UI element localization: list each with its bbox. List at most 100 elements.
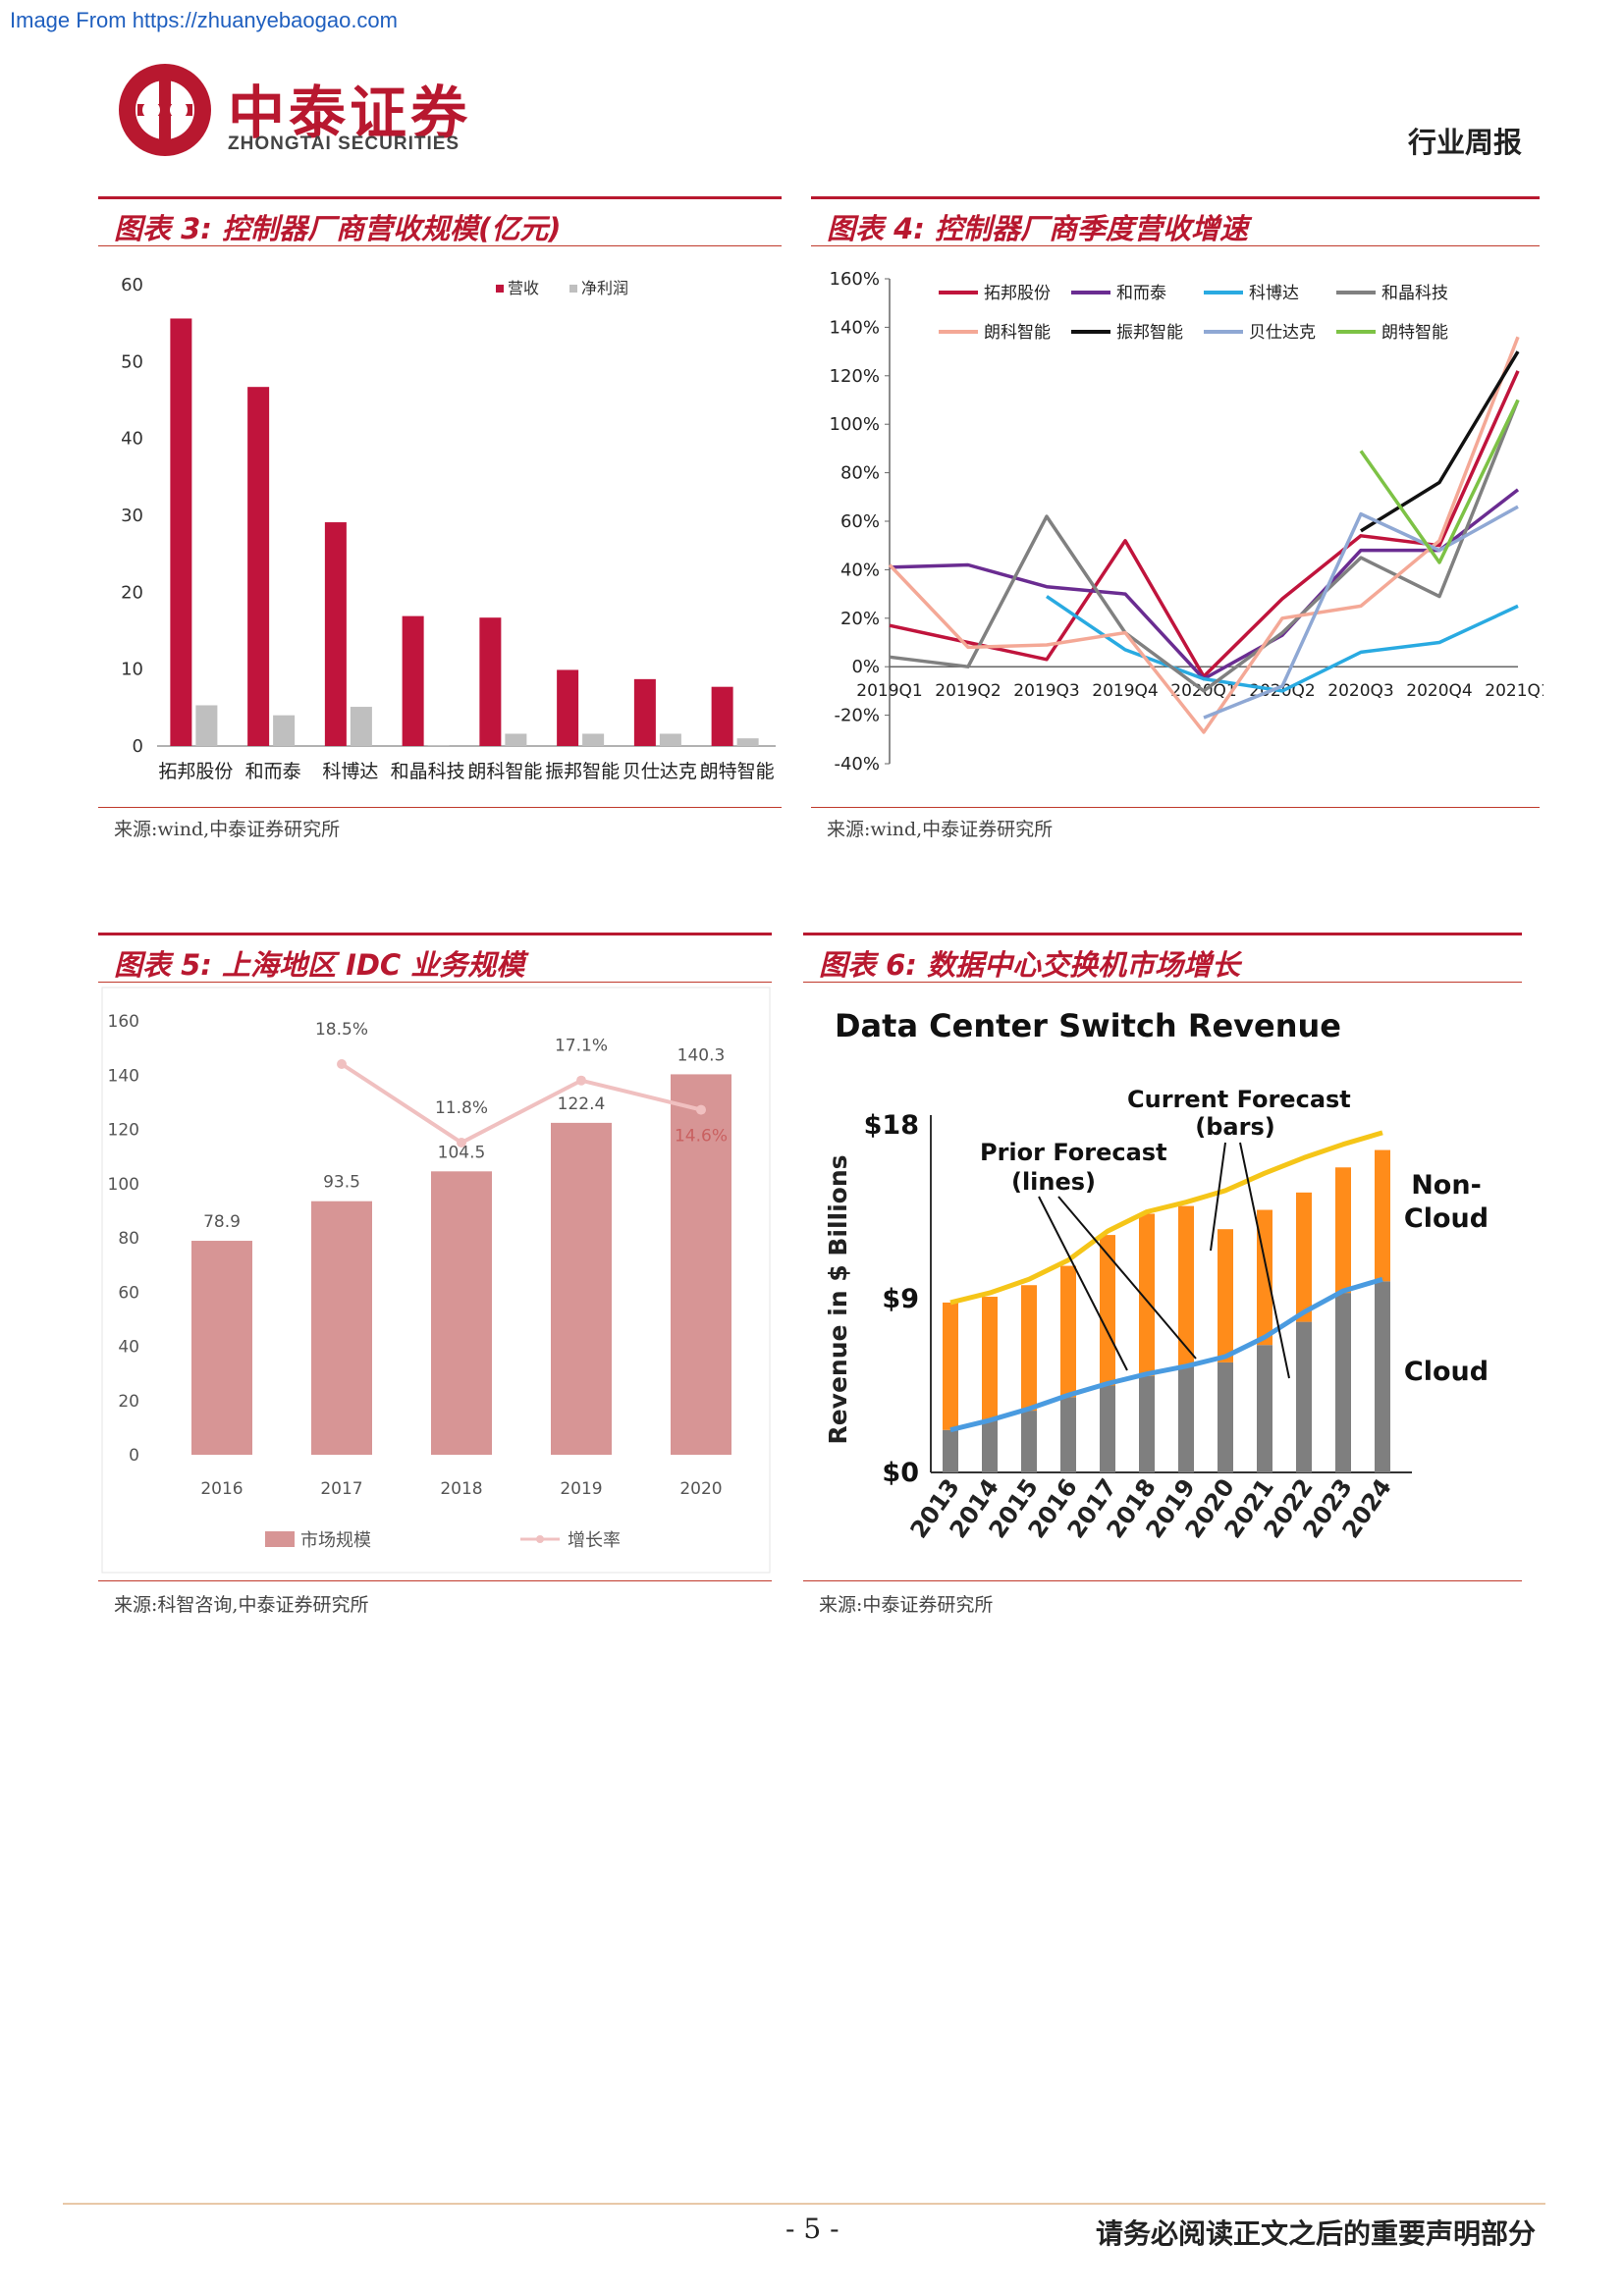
y-tick-label: 20: [121, 582, 143, 603]
legend-label: 振邦智能: [1116, 323, 1183, 343]
y-tick-label: 60: [121, 275, 143, 295]
bar-value-label: 78.9: [203, 1212, 241, 1232]
legend-label: 朗科智能: [984, 323, 1051, 343]
bar-cloud: [1021, 1411, 1037, 1472]
x-tick-label: 科博达: [322, 761, 378, 782]
x-tick-label: 2019Q1: [856, 681, 922, 701]
bar-净利润: [659, 733, 681, 746]
y-tick-label: 0: [129, 1446, 139, 1466]
forecast-line: [949, 1130, 1383, 1306]
x-tick-label: 和晶科技: [391, 761, 465, 782]
y-tick-label: 140: [108, 1066, 139, 1086]
bar-cloud: [943, 1429, 958, 1472]
bar-value-label: 122.4: [558, 1095, 606, 1114]
y-tick-label: 20%: [840, 609, 880, 629]
y-tick-label: 140%: [830, 317, 880, 338]
x-tick-label: 2019Q3: [1013, 681, 1079, 701]
legend-marker: [536, 1535, 544, 1543]
chart5-source: 来源:科智咨询,中泰证券研究所: [114, 1594, 369, 1616]
series-line-朗特智能: [1359, 399, 1520, 564]
x-tick-label: 2020Q3: [1327, 681, 1393, 701]
chart4-source: 来源:wind,中泰证券研究所: [827, 819, 1054, 840]
bar-noncloud: [1296, 1192, 1312, 1322]
rate-label: 11.8%: [435, 1098, 488, 1118]
page-number: - 5 -: [785, 2213, 839, 2245]
bar-noncloud: [1021, 1285, 1037, 1412]
x-tick-label: 2019Q4: [1092, 681, 1158, 701]
bar-市场规模: [671, 1074, 731, 1455]
y-tick-label: 100%: [830, 414, 880, 435]
rate-point: [337, 1059, 347, 1069]
annotation-noncloud: Cloud: [1404, 1203, 1489, 1234]
annotation-current: Current Forecast: [1127, 1086, 1351, 1113]
y-tick-label: 120%: [830, 366, 880, 387]
bar-营收: [170, 318, 192, 746]
bar-value-label: 104.5: [438, 1143, 486, 1162]
legend-label: 朗特智能: [1381, 323, 1448, 343]
x-tick-label: 和而泰: [245, 761, 301, 782]
bar-营收: [557, 669, 579, 746]
bar-净利润: [427, 745, 450, 746]
bar-noncloud: [943, 1302, 958, 1430]
y-tick-label: -40%: [834, 754, 880, 774]
x-tick-label: 2021Q1: [1485, 681, 1543, 701]
rate-label: 18.5%: [315, 1020, 368, 1040]
bar-市场规模: [551, 1122, 612, 1455]
legend-label: 增长率: [568, 1530, 621, 1551]
x-tick-label: 2019Q2: [935, 681, 1001, 701]
series-line-科博达: [1046, 595, 1519, 693]
series-line-贝仕达克: [1203, 505, 1519, 720]
bar-营收: [479, 617, 502, 746]
bar-净利润: [273, 715, 296, 746]
y-tick-label: $0: [882, 1458, 919, 1488]
annotation-prior: Prior Forecast: [980, 1139, 1167, 1166]
y-tick-label: $18: [864, 1110, 919, 1141]
series-line-拓邦股份: [889, 370, 1520, 678]
annotation-cloud: Cloud: [1404, 1357, 1489, 1387]
bar-净利润: [736, 738, 759, 746]
bar-营收: [324, 522, 347, 746]
series-line-增长率: [340, 1062, 702, 1146]
y-tick-label: 10: [121, 660, 143, 680]
rate-label: 17.1%: [555, 1037, 608, 1056]
x-tick-label: 2020: [679, 1479, 722, 1499]
bar-净利润: [505, 733, 527, 746]
x-tick-label: 2018: [440, 1479, 482, 1499]
series-line-和而泰: [889, 488, 1520, 681]
chart3-title: 图表 3: 控制器厂商营收规模(亿元): [114, 212, 562, 245]
y-tick-label: $9: [882, 1284, 919, 1314]
chart3-source: 来源:wind,中泰证券研究所: [114, 819, 341, 840]
legend-label: 市场规模: [300, 1530, 371, 1551]
x-tick-label: 拓邦股份: [158, 761, 233, 782]
y-tick-label: 80: [118, 1229, 139, 1249]
y-axis-label: Revenue in $ Billions: [824, 1154, 852, 1444]
bar-cloud: [1060, 1397, 1076, 1472]
bar-noncloud: [1100, 1235, 1115, 1386]
source-url[interactable]: Image From https://zhuanyebaogao.com: [10, 8, 398, 32]
legend-swatch: [496, 285, 504, 293]
bar-noncloud: [1178, 1205, 1194, 1366]
y-tick-label: 100: [108, 1175, 139, 1195]
y-tick-label: 160: [108, 1012, 139, 1032]
bar-cloud: [1100, 1385, 1115, 1472]
bar-市场规模: [311, 1201, 372, 1455]
bar-cloud: [982, 1419, 998, 1472]
chart4-title: 图表 4: 控制器厂商季度营收增速: [827, 212, 1248, 245]
zhongtai-logo-icon: [119, 64, 211, 156]
y-tick-label: 50: [121, 351, 143, 372]
annotation-prior-sub: (lines): [1011, 1168, 1096, 1196]
series-line-和晶科技: [889, 399, 1520, 693]
chart6-source: 来源:中泰证券研究所: [819, 1594, 994, 1616]
annotation-current-sub: (bars): [1195, 1113, 1274, 1141]
rate-label: 14.6%: [675, 1127, 728, 1147]
bar-noncloud: [1335, 1167, 1351, 1294]
y-tick-label: 40%: [840, 560, 880, 580]
bar-value-label: 140.3: [677, 1045, 726, 1065]
bar-营收: [247, 387, 270, 746]
bar-市场规模: [431, 1171, 492, 1455]
x-tick-label: 2017: [320, 1479, 362, 1499]
chart5-svg: 0 20 40 60 80 100 120 140 160 78.9 2016 93.5 2017 104…: [101, 987, 771, 1574]
legend-label: 贝仕达克: [1249, 323, 1316, 343]
y-tick-label: 20: [118, 1392, 139, 1412]
bar-cloud: [1218, 1362, 1233, 1472]
